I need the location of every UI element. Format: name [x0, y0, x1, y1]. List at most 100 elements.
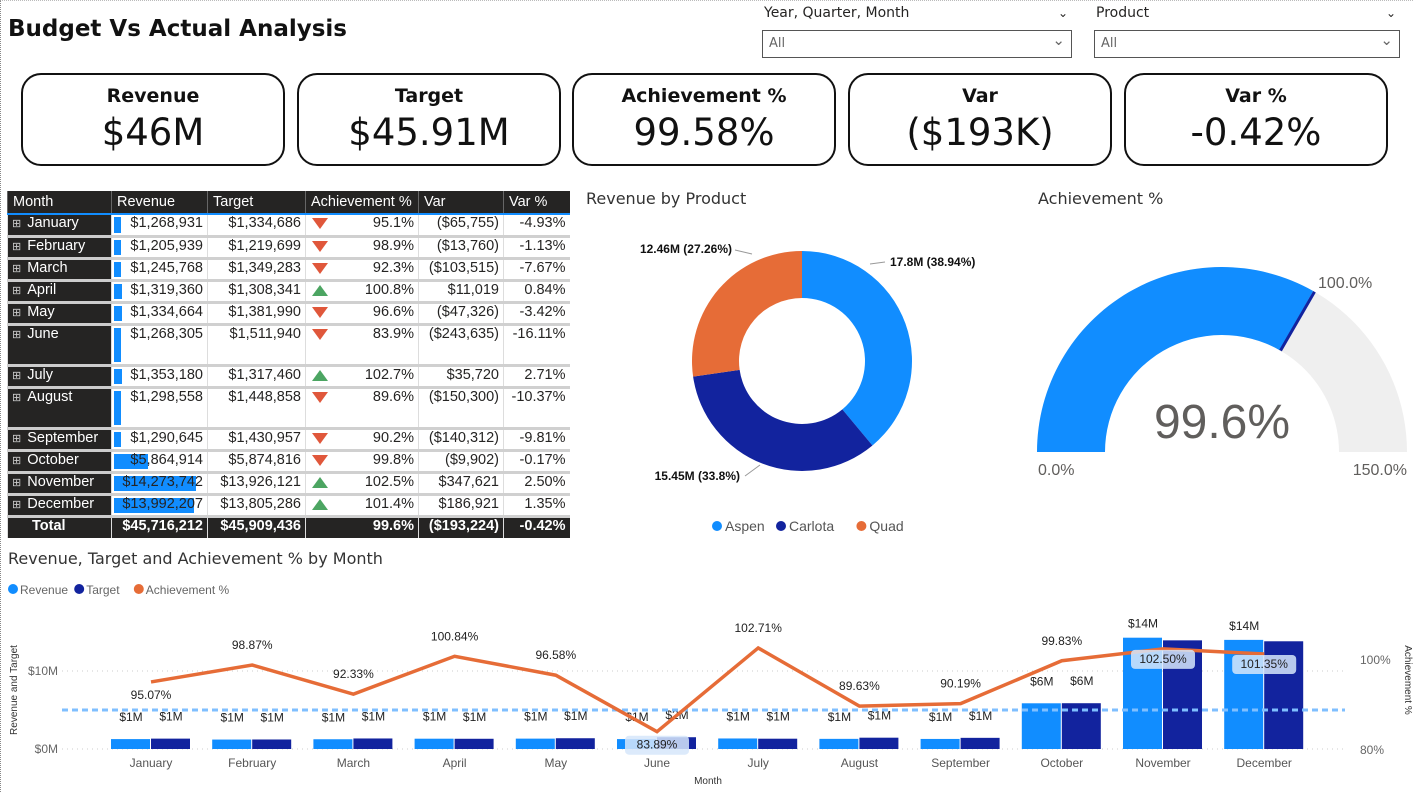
page-title: Budget Vs Actual Analysis: [8, 16, 347, 42]
slicer-dropdown[interactable]: All ⌄: [1094, 30, 1400, 58]
row-month[interactable]: ⊞ June: [7, 324, 112, 367]
row-month[interactable]: ⊞ August: [7, 387, 112, 430]
revenue-bar[interactable]: [111, 739, 150, 749]
column-header[interactable]: Target: [207, 191, 306, 215]
column-header[interactable]: Achievement %: [305, 191, 419, 215]
kpi-value: -0.42%: [1190, 111, 1322, 154]
expand-icon[interactable]: ⊞: [12, 306, 22, 319]
expand-icon[interactable]: ⊞: [12, 432, 22, 445]
column-header[interactable]: Var %: [503, 191, 570, 215]
y-tick-label: $0M: [35, 742, 58, 756]
var-cell: ($150,300): [418, 387, 504, 430]
target-bar[interactable]: [555, 738, 595, 749]
column-header[interactable]: Revenue: [111, 191, 208, 215]
target-bar[interactable]: [252, 739, 292, 749]
table-row: ⊞ December $13,992,207 $13,805,286 101.4%…: [7, 494, 570, 518]
expand-icon[interactable]: ⊞: [12, 218, 22, 230]
bar-data-label: $6M: [1030, 674, 1053, 688]
chevron-down-icon[interactable]: ⌄: [1057, 6, 1068, 20]
row-month[interactable]: ⊞ July: [7, 365, 112, 389]
achievement-value: 102.5%: [364, 473, 414, 490]
bar-data-label: $14M: [1128, 617, 1158, 631]
expand-icon[interactable]: ⊞: [12, 262, 22, 275]
data-bar: [114, 327, 122, 362]
target-bar[interactable]: [960, 737, 1000, 749]
expand-icon[interactable]: ⊞: [12, 498, 22, 511]
chevron-down-icon: ⌄: [1380, 31, 1393, 49]
table-row: ⊞ February $1,205,939 $1,219,699 98.9% ($…: [7, 236, 570, 260]
expand-icon[interactable]: ⊞: [12, 284, 22, 297]
gauge-value: 99.6%: [1154, 396, 1290, 449]
revenue-value: $1,245,768: [130, 259, 203, 276]
line-data-label: 89.63%: [839, 679, 880, 693]
revenue-cell: $1,245,768: [111, 258, 208, 282]
row-month[interactable]: ⊞ October: [7, 450, 112, 474]
revenue-cell: $1,298,558: [111, 387, 208, 430]
target-bar[interactable]: [454, 738, 494, 749]
var-cell: $347,621: [418, 472, 504, 496]
kpi-card: Target $45.91M: [297, 73, 561, 166]
slicer-product[interactable]: Product ⌄ All ⌄: [1094, 0, 1400, 58]
legend-marker: [74, 584, 85, 594]
donut-slice-quad[interactable]: [692, 251, 802, 377]
line-data-label: 90.19%: [940, 677, 981, 691]
label-background: [1232, 654, 1297, 674]
expand-icon[interactable]: ⊞: [12, 328, 22, 341]
revenue-value: $1,298,558: [130, 388, 203, 405]
target-cell: $13,926,121: [207, 472, 306, 496]
gauge-title: Achievement %: [1038, 189, 1164, 208]
column-header[interactable]: Month: [7, 191, 112, 215]
row-month[interactable]: ⊞ March: [7, 258, 112, 282]
achievement-cell: 83.9%: [305, 324, 419, 367]
expand-icon[interactable]: ⊞: [12, 369, 22, 382]
row-month[interactable]: ⊞ December: [7, 494, 112, 518]
bar-data-label: $1M: [322, 710, 345, 724]
var-cell: ($140,312): [418, 428, 504, 452]
expand-icon[interactable]: ⊞: [12, 476, 22, 489]
slicer-dropdown[interactable]: All ⌄: [762, 30, 1072, 58]
revenue-bar[interactable]: [313, 739, 353, 749]
revenue-bar[interactable]: [718, 738, 758, 749]
total-row: Total $45,716,212 $45,909,436 99.6% ($193,22…: [7, 516, 570, 538]
donut-data-label: 15.45M (33.8%): [655, 469, 740, 483]
revenue-value: $1,353,180: [130, 366, 203, 383]
var-cell: ($103,515): [418, 258, 504, 282]
legend-item: Target: [86, 583, 120, 597]
kpi-value: 99.58%: [633, 111, 775, 154]
month-label: July: [27, 366, 54, 383]
donut-slice-aspen[interactable]: [802, 251, 912, 446]
line-data-label: 98.87%: [232, 638, 273, 652]
bar-data-label: $1M: [564, 709, 587, 723]
row-month[interactable]: ⊞ April: [7, 280, 112, 304]
chevron-down-icon[interactable]: ⌄: [1385, 6, 1396, 20]
row-month[interactable]: ⊞ January: [7, 214, 112, 238]
target-cell: $1,308,341: [207, 280, 306, 304]
row-month[interactable]: ⊞ September: [7, 428, 112, 452]
row-month[interactable]: ⊞ November: [7, 472, 112, 496]
revenue-bar[interactable]: [819, 738, 859, 749]
revenue-bar[interactable]: [212, 739, 252, 749]
target-bar[interactable]: [859, 737, 899, 749]
target-cell: $1,334,686: [207, 214, 306, 238]
bar-data-label: $14M: [1229, 619, 1259, 633]
revenue-bar[interactable]: [414, 738, 454, 749]
expand-icon[interactable]: ⊞: [12, 240, 22, 253]
row-month[interactable]: ⊞ May: [7, 302, 112, 326]
target-bar[interactable]: [758, 738, 798, 749]
y-axis-title: Revenue and Target: [9, 645, 20, 735]
gauge-min-label: 0.0%: [1038, 462, 1074, 479]
slicer-date[interactable]: Year, Quarter, Month ⌄ All ⌄: [762, 0, 1072, 58]
target-bar[interactable]: [151, 738, 190, 749]
target-cell: $1,448,858: [207, 387, 306, 430]
row-month[interactable]: ⊞ February: [7, 236, 112, 260]
column-header[interactable]: Var: [418, 191, 504, 215]
target-bar[interactable]: [353, 738, 393, 749]
expand-icon[interactable]: ⊞: [12, 454, 22, 467]
revenue-bar[interactable]: [920, 738, 960, 749]
donut-slice-carlota[interactable]: [693, 369, 873, 471]
expand-icon[interactable]: ⊞: [12, 391, 22, 404]
revenue-cell: $14,273,742: [111, 472, 208, 496]
var-pct-cell: -4.93%: [503, 214, 570, 238]
month-label: January: [27, 215, 79, 231]
revenue-bar[interactable]: [515, 738, 555, 749]
